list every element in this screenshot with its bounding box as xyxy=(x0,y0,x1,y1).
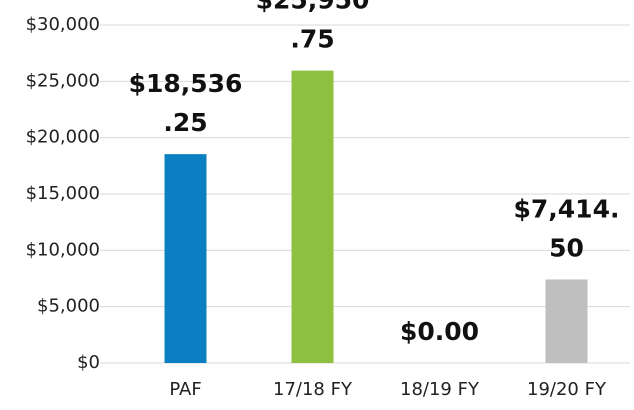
y-tick-label: $15,000 xyxy=(26,183,100,204)
x-tick-label: 18/19 FY xyxy=(400,379,480,400)
y-tick-label: $20,000 xyxy=(26,127,100,148)
data-label: .25 xyxy=(163,108,207,137)
data-label: $7,414. xyxy=(514,194,620,223)
y-tick-label: $30,000 xyxy=(26,14,100,35)
x-tick-label: 19/20 FY xyxy=(527,379,607,400)
y-tick-label: $10,000 xyxy=(26,239,100,260)
data-label: $0.00 xyxy=(400,317,479,346)
data-label: 50 xyxy=(549,233,584,262)
x-tick-label: 17/18 FY xyxy=(273,379,353,400)
bar xyxy=(545,279,588,363)
x-tick-label: PAF xyxy=(169,379,201,400)
y-tick-label: $0 xyxy=(77,352,100,373)
data-label: $25,950 xyxy=(256,0,370,15)
data-label: $18,536 xyxy=(129,69,243,98)
bar xyxy=(164,154,207,363)
y-tick-label: $25,000 xyxy=(26,70,100,91)
bar xyxy=(291,70,334,363)
y-tick-label: $5,000 xyxy=(37,296,100,317)
data-label: .75 xyxy=(290,25,334,54)
